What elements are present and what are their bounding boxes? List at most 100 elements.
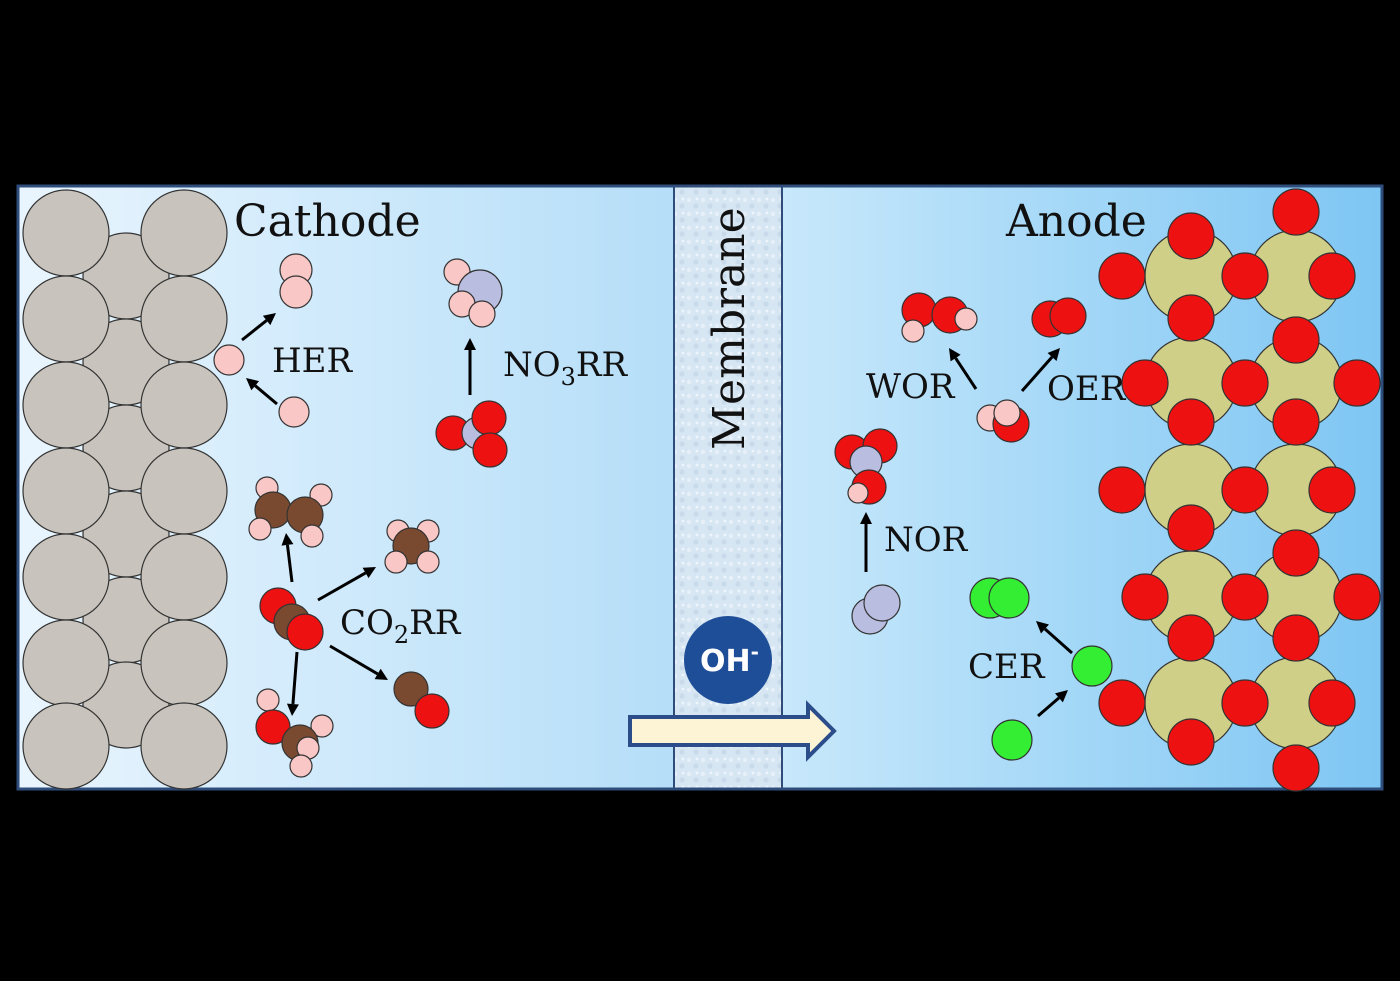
cl2-molecule [969, 577, 1030, 619]
hydrogen-atom [468, 300, 496, 328]
cathode-metal-sphere [22, 189, 110, 277]
ch3oh-molecule [255, 688, 334, 778]
ch4-molecule [384, 519, 440, 574]
cathode-metal-sphere [140, 533, 228, 621]
cer-label: CER [968, 647, 1046, 687]
her-arrow-up [241, 313, 276, 342]
anode-oxygen-atom [1098, 466, 1146, 514]
anode-oxygen-atom [1272, 398, 1320, 446]
cathode-electrode [22, 189, 228, 790]
cathode-metal-sphere [140, 189, 228, 277]
anode-oxygen-atom [1121, 359, 1169, 407]
h-atom-cathode-adsorbed [213, 344, 245, 376]
cathode-metal-sphere [22, 361, 110, 449]
cathode-metal-sphere [22, 275, 110, 363]
h-atom-incoming [278, 396, 310, 428]
cathode-metal-sphere [140, 275, 228, 363]
n2-molecule [851, 584, 901, 635]
membrane-label: Membrane [704, 207, 755, 450]
oxygen-atom [286, 613, 324, 651]
anode-oxygen-atom [1272, 529, 1320, 577]
hydrogen-atom [384, 550, 408, 574]
co2rr-arrow-ch4 [317, 567, 376, 602]
co2rr-arrow-c2h4 [281, 533, 294, 583]
anode-oxygen-atom [1167, 398, 1215, 446]
anode-electrode [1098, 188, 1381, 792]
anode-oxygen-atom [1272, 744, 1320, 792]
cathode-metal-sphere [22, 447, 110, 535]
nh3-molecule [443, 258, 503, 328]
anode-oxygen-atom [1308, 252, 1356, 300]
cathode-metal-sphere [140, 447, 228, 535]
ion-transport-arrow [628, 700, 837, 762]
co2rr-arrow-co [329, 644, 388, 680]
anode-oxygen-atom [1167, 718, 1215, 766]
co2-molecule [259, 587, 324, 651]
cathode-metal-sphere [140, 619, 228, 707]
anode-oxygen-atom [1221, 252, 1269, 300]
anode-oxygen-atom [1167, 504, 1215, 552]
hydrogen-atom [416, 550, 440, 574]
hydrogen-atom [993, 399, 1021, 427]
anode-oxygen-atom [1121, 573, 1169, 621]
anode-oxygen-atom [1272, 614, 1320, 662]
hydrogen-atom [954, 307, 978, 331]
no3rr-arrow [464, 338, 476, 395]
cathode-metal-sphere [22, 533, 110, 621]
oxygen-atom [1049, 297, 1087, 335]
her-label: HER [272, 341, 353, 381]
co2rr-arrow-ch3oh [286, 651, 299, 716]
her-arrow-down [246, 378, 278, 406]
nitrogen-atom [863, 584, 901, 622]
co2rr-label: CO2RR [340, 603, 462, 649]
no2-molecule [834, 428, 898, 505]
hydrogen-atom [310, 714, 334, 738]
co-molecule [393, 671, 450, 729]
wor-arrow [949, 348, 978, 390]
anode-oxygen-atom [1333, 573, 1381, 621]
hydrogen-atom [901, 319, 925, 343]
anode-label: Anode [1005, 196, 1147, 247]
hydroxide-ion-bubble [684, 616, 772, 704]
anode-oxygen-atom [1308, 679, 1356, 727]
chlorine-atom [988, 577, 1030, 619]
anode-oxygen-atom [1167, 212, 1215, 260]
h2-molecule-top [279, 253, 313, 309]
hydrogen-atom [278, 396, 310, 428]
oxygen-atom [255, 709, 291, 745]
cer-arrow-up [1036, 621, 1073, 655]
cathode-metal-sphere [140, 361, 228, 449]
nor-label: NOR [884, 520, 969, 560]
anode-oxygen-atom [1098, 679, 1146, 727]
cer-arrow-down [1037, 690, 1068, 718]
cl-atom-lower [991, 719, 1033, 761]
nor-arrow [860, 512, 872, 572]
wor-label: WOR [866, 367, 956, 407]
cathode-metal-sphere [140, 702, 228, 790]
cell-frame [16, 184, 1384, 791]
hydrogen-atom [248, 517, 272, 541]
h2o2-molecule [901, 292, 978, 343]
oxygen-atom [471, 400, 507, 436]
anode-oxygen-atom [1221, 359, 1269, 407]
anode-oxygen-atom [1333, 359, 1381, 407]
chlorine-atom [1071, 645, 1113, 687]
c2h4-molecule [248, 476, 333, 548]
reaction-arrows [241, 313, 1073, 718]
o2-molecule [1031, 297, 1087, 338]
cathode-metal-sphere [22, 702, 110, 790]
no3-molecule [435, 400, 508, 468]
cathode-metal-sphere [22, 619, 110, 707]
oxygen-atom [414, 693, 450, 729]
hydrogen-atom [289, 754, 313, 778]
chlorine-atom [991, 719, 1033, 761]
oxygen-atom [472, 432, 508, 468]
hydrogen-atom [847, 482, 869, 504]
hydrogen-atom [300, 524, 324, 548]
hydrogen-atom [256, 688, 280, 712]
hydrogen-atom [213, 344, 245, 376]
oer-label: OER [1047, 369, 1127, 409]
hydrogen-atom [279, 275, 313, 309]
anode-oxygen-atom [1272, 188, 1320, 236]
